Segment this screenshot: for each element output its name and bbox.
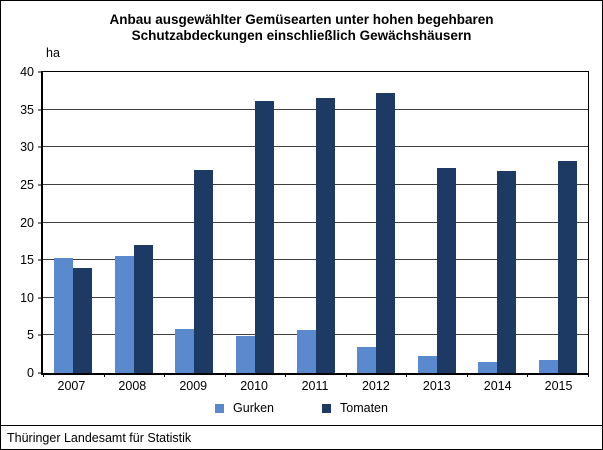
bar-group-2012 — [346, 72, 407, 373]
y-axis-tick-25 — [38, 184, 43, 186]
y-axis-tick-0 — [38, 372, 43, 374]
bar-tomaten-2010 — [254, 101, 274, 373]
gridline-30 — [43, 146, 588, 148]
y-axis-tick-label-5: 5 — [27, 328, 34, 343]
bar-gurken-2008 — [114, 255, 134, 373]
bar-tomaten-2009 — [194, 169, 214, 373]
bar-gurken-2015 — [538, 360, 558, 373]
x-axis-label-2011: 2011 — [301, 379, 329, 393]
y-axis-tick-20 — [38, 222, 43, 223]
bar-gurken-2007 — [54, 257, 74, 373]
x-axis-tick-5 — [345, 373, 347, 377]
x-axis-tick-0 — [43, 373, 44, 377]
bar-group-2015 — [528, 72, 589, 373]
bar-gurken-2009 — [175, 328, 195, 373]
bar-gurken-2011 — [296, 330, 316, 373]
source-text: Thüringer Landesamt für Statistik — [7, 430, 192, 445]
bar-gurken-2013 — [417, 356, 437, 373]
bar-gurken-2014 — [478, 362, 498, 373]
gridline-15 — [43, 259, 588, 261]
x-axis-tick-1 — [103, 373, 105, 377]
y-axis-tick-30 — [38, 146, 43, 148]
plot-area: 0 5 10 15 20 25 30 35 40 — [20, 65, 589, 380]
x-axis-tick-8 — [527, 373, 529, 377]
x-axis-label-2009: 2009 — [179, 379, 208, 393]
gridline-10 — [43, 296, 588, 298]
bar-tomaten-2014 — [497, 170, 517, 373]
bar-tomaten-2013 — [436, 167, 456, 373]
bar-group-2007 — [43, 72, 104, 373]
y-axis-tick-40 — [38, 71, 43, 73]
y-axis-tick-label-30: 30 — [20, 140, 34, 155]
x-axis-tick-9 — [588, 373, 589, 377]
bar-group-2008 — [104, 72, 165, 373]
legend: Gurken Tomaten — [1, 401, 602, 415]
y-axis-tick-label-10: 10 — [20, 290, 34, 305]
y-axis-tick-35 — [38, 109, 43, 111]
gridline-35 — [43, 108, 588, 110]
bar-tomaten-2015 — [557, 160, 577, 373]
bar-gurken-2012 — [357, 346, 377, 373]
y-axis-tick-label-15: 15 — [20, 253, 34, 268]
legend-label-gurken: Gurken — [233, 401, 275, 415]
bar-tomaten-2007 — [73, 268, 93, 373]
y-axis-tick-15 — [38, 259, 43, 261]
y-axis-tick-label-25: 25 — [20, 177, 34, 192]
x-axis-label-2008: 2008 — [118, 379, 147, 393]
legend-swatch-gurken — [215, 403, 225, 413]
bar-tomaten-2008 — [133, 245, 153, 373]
x-axis-labels: 2007 2008 2009 2010 2011 2012 2013 2014 2015 — [41, 379, 589, 393]
bar-tomaten-2011 — [315, 98, 335, 373]
x-axis-tick-2 — [164, 373, 166, 377]
legend-swatch-tomaten — [322, 403, 332, 413]
bar-tomaten-2012 — [376, 93, 396, 373]
bar-group-2013 — [406, 72, 467, 373]
x-axis-tick-3 — [224, 373, 226, 377]
x-axis-label-2014: 2014 — [483, 379, 512, 393]
y-axis-tick-label-20: 20 — [20, 215, 34, 230]
gridline-20 — [43, 221, 588, 223]
gridline-25 — [43, 183, 588, 185]
y-axis-tick-5 — [38, 334, 43, 336]
legend-label-tomaten: Tomaten — [340, 401, 388, 415]
x-axis-label-2007: 2007 — [57, 379, 86, 393]
x-axis-tick-7 — [466, 373, 468, 377]
y-axis-tick-label-35: 35 — [20, 102, 34, 117]
x-axis-label-2013: 2013 — [422, 379, 451, 393]
chart-title: Anbau ausgewählter Gemüsearten unter hoh… — [1, 12, 602, 44]
x-axis-label-2012: 2012 — [361, 379, 390, 393]
x-axis-tick-4 — [285, 373, 287, 377]
x-axis-label-2010: 2010 — [240, 379, 269, 393]
y-axis-tick-10 — [38, 297, 43, 299]
bar-group-2011 — [285, 72, 346, 373]
y-axis-unit-label: ha — [46, 46, 60, 60]
x-axis-label-2015: 2015 — [544, 379, 573, 393]
bar-groups — [43, 72, 588, 373]
chart-title-line1: Anbau ausgewählter Gemüsearten unter hoh… — [109, 12, 494, 27]
source-bar: Thüringer Landesamt für Statistik — [1, 425, 602, 449]
y-axis-tick-label-40: 40 — [20, 65, 34, 79]
chart-title-line2: Schutzabdeckungen einschließlich Gewächs… — [131, 28, 472, 44]
y-axis-tick-label-0: 0 — [27, 366, 34, 380]
bar-group-2014 — [467, 72, 528, 373]
x-axis-tick-6 — [406, 373, 408, 377]
bar-group-2009 — [164, 72, 225, 373]
bar-gurken-2010 — [235, 336, 255, 373]
bar-group-2010 — [225, 72, 286, 373]
